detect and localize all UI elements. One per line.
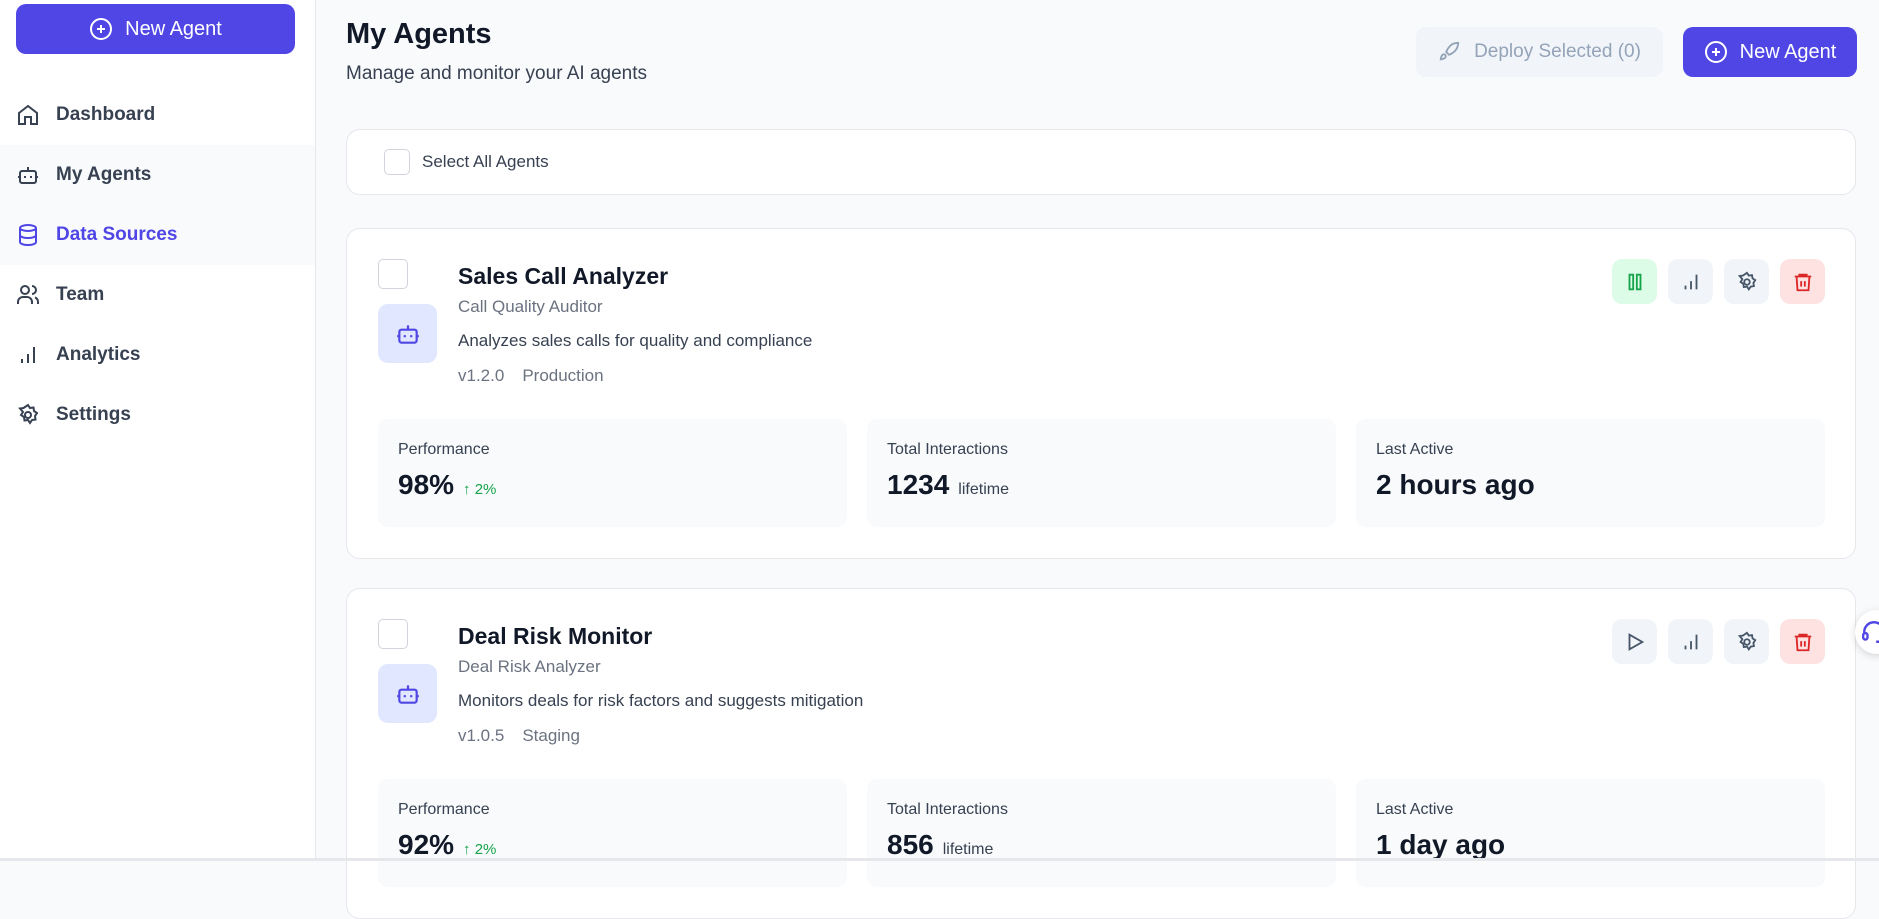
sidebar-item-analytics[interactable]: Analytics <box>0 325 315 385</box>
last-active-value: 2 hours ago <box>1376 469 1535 500</box>
rocket-icon <box>1439 41 1460 61</box>
bar-chart-icon <box>21 347 35 363</box>
sidebar-item-label: Team <box>56 284 105 305</box>
agent-role: Call Quality Auditor <box>458 297 603 316</box>
plus-circle-icon <box>1704 41 1727 63</box>
agent-environment: Production <box>522 366 604 385</box>
sidebar-item-my-agents[interactable]: My Agents <box>0 145 315 205</box>
play-button[interactable] <box>1612 619 1657 664</box>
page-subtitle: Manage and monitor your AI agents <box>346 63 648 84</box>
sidebar-item-team[interactable]: Team <box>0 265 315 325</box>
analytics-button[interactable] <box>1668 619 1713 664</box>
delete-button[interactable] <box>1780 619 1825 664</box>
sidebar-item-settings[interactable]: Settings <box>0 385 315 445</box>
performance-value: 92% <box>398 829 455 860</box>
bar-chart-icon <box>1684 634 1697 649</box>
window-bottom-edge <box>0 858 1879 861</box>
agent-version: v1.2.0 <box>458 366 505 385</box>
interactions-value: 856 <box>887 829 934 860</box>
sidebar-item-label: Settings <box>56 404 131 425</box>
bar-chart-icon <box>1684 274 1697 289</box>
performance-change: ↑ 2% <box>463 841 497 858</box>
stat-label: Performance <box>398 801 490 818</box>
settings-button[interactable] <box>1724 259 1769 304</box>
last-active-stat: Last Active 1 day ago <box>1356 779 1825 887</box>
gear-icon <box>1737 271 1757 291</box>
sidebar-item-data-sources[interactable]: Data Sources <box>0 205 315 265</box>
interactions-stat: Total Interactions 1234 lifetime <box>867 419 1336 527</box>
stat-label: Total Interactions <box>887 801 1008 818</box>
last-active-stat: Last Active 2 hours ago <box>1356 419 1825 527</box>
delete-button[interactable] <box>1780 259 1825 304</box>
agent-description: Analyzes sales calls for quality and com… <box>458 331 813 350</box>
select-all-label[interactable]: Select All Agents <box>422 152 549 171</box>
gear-icon <box>1737 631 1757 651</box>
sidebar-item-label: Dashboard <box>56 104 156 125</box>
settings-button[interactable] <box>1724 619 1769 664</box>
bot-icon <box>396 324 419 344</box>
deploy-selected-button[interactable]: Deploy Selected (0) <box>1416 27 1663 77</box>
analytics-button[interactable] <box>1668 259 1713 304</box>
pause-icon <box>1628 273 1641 290</box>
agent-environment: Staging <box>522 726 580 745</box>
interactions-stat: Total Interactions 856 lifetime <box>867 779 1336 887</box>
new-agent-label: New Agent <box>125 17 222 40</box>
agent-avatar <box>378 304 437 363</box>
main-content: My Agents Manage and monitor your AI age… <box>316 0 1879 919</box>
sidebar-item-label: My Agents <box>56 164 152 185</box>
stat-label: Last Active <box>1376 801 1454 818</box>
home-icon <box>18 104 38 125</box>
agent-role: Deal Risk Analyzer <box>458 657 601 676</box>
new-agent-label: New Agent <box>1739 40 1837 63</box>
sidebar-item-label: Analytics <box>56 344 141 365</box>
deploy-label: Deploy Selected (0) <box>1474 41 1641 62</box>
interactions-value: 1234 <box>887 469 950 500</box>
pause-button[interactable] <box>1612 259 1657 304</box>
bot-icon <box>18 167 38 184</box>
agent-card: Deal Risk Monitor Deal Risk Analyzer Mon… <box>346 588 1856 919</box>
stat-label: Performance <box>398 441 490 458</box>
agent-select-checkbox[interactable] <box>378 619 408 649</box>
interactions-sub: lifetime <box>958 481 1009 498</box>
bot-icon <box>396 684 419 704</box>
last-active-value: 1 day ago <box>1376 829 1506 860</box>
performance-change: ↑ 2% <box>463 481 497 498</box>
sidebar-item-dashboard[interactable]: Dashboard <box>0 85 315 145</box>
stat-label: Total Interactions <box>887 441 1008 458</box>
stat-label: Last Active <box>1376 441 1454 458</box>
select-all-checkbox[interactable] <box>384 149 410 175</box>
agent-name: Sales Call Analyzer <box>458 263 669 289</box>
agent-description: Monitors deals for risk factors and sugg… <box>458 691 864 710</box>
performance-stat: Performance 98% ↑ 2% <box>378 419 847 527</box>
performance-value: 98% <box>398 469 455 500</box>
interactions-sub: lifetime <box>942 841 994 858</box>
sidebar-item-label: Data Sources <box>56 224 178 245</box>
plus-circle-icon <box>90 18 113 40</box>
play-icon <box>1628 632 1644 651</box>
trash-icon <box>1794 273 1811 291</box>
sidebar: New Agent Dashboard My Agents Data Sourc… <box>0 0 316 861</box>
gear-icon <box>18 403 39 425</box>
database-icon <box>19 224 37 247</box>
agent-name: Deal Risk Monitor <box>458 623 653 649</box>
agent-version: v1.0.5 <box>458 726 505 745</box>
agent-select-checkbox[interactable] <box>378 259 408 289</box>
new-agent-button[interactable]: New Agent <box>1683 27 1857 77</box>
agent-card: Sales Call Analyzer Call Quality Auditor… <box>346 228 1856 559</box>
trash-icon <box>1794 633 1811 651</box>
page-title: My Agents <box>346 18 492 50</box>
sidebar-new-agent-button[interactable]: New Agent <box>16 4 295 54</box>
sidebar-nav: Dashboard My Agents Data Sources Team An… <box>0 85 315 445</box>
select-all-bar: Select All Agents <box>346 129 1856 195</box>
headset-icon <box>1861 621 1879 643</box>
users-icon <box>17 285 40 304</box>
agent-avatar <box>378 664 437 723</box>
performance-stat: Performance 92% ↑ 2% <box>378 779 847 887</box>
